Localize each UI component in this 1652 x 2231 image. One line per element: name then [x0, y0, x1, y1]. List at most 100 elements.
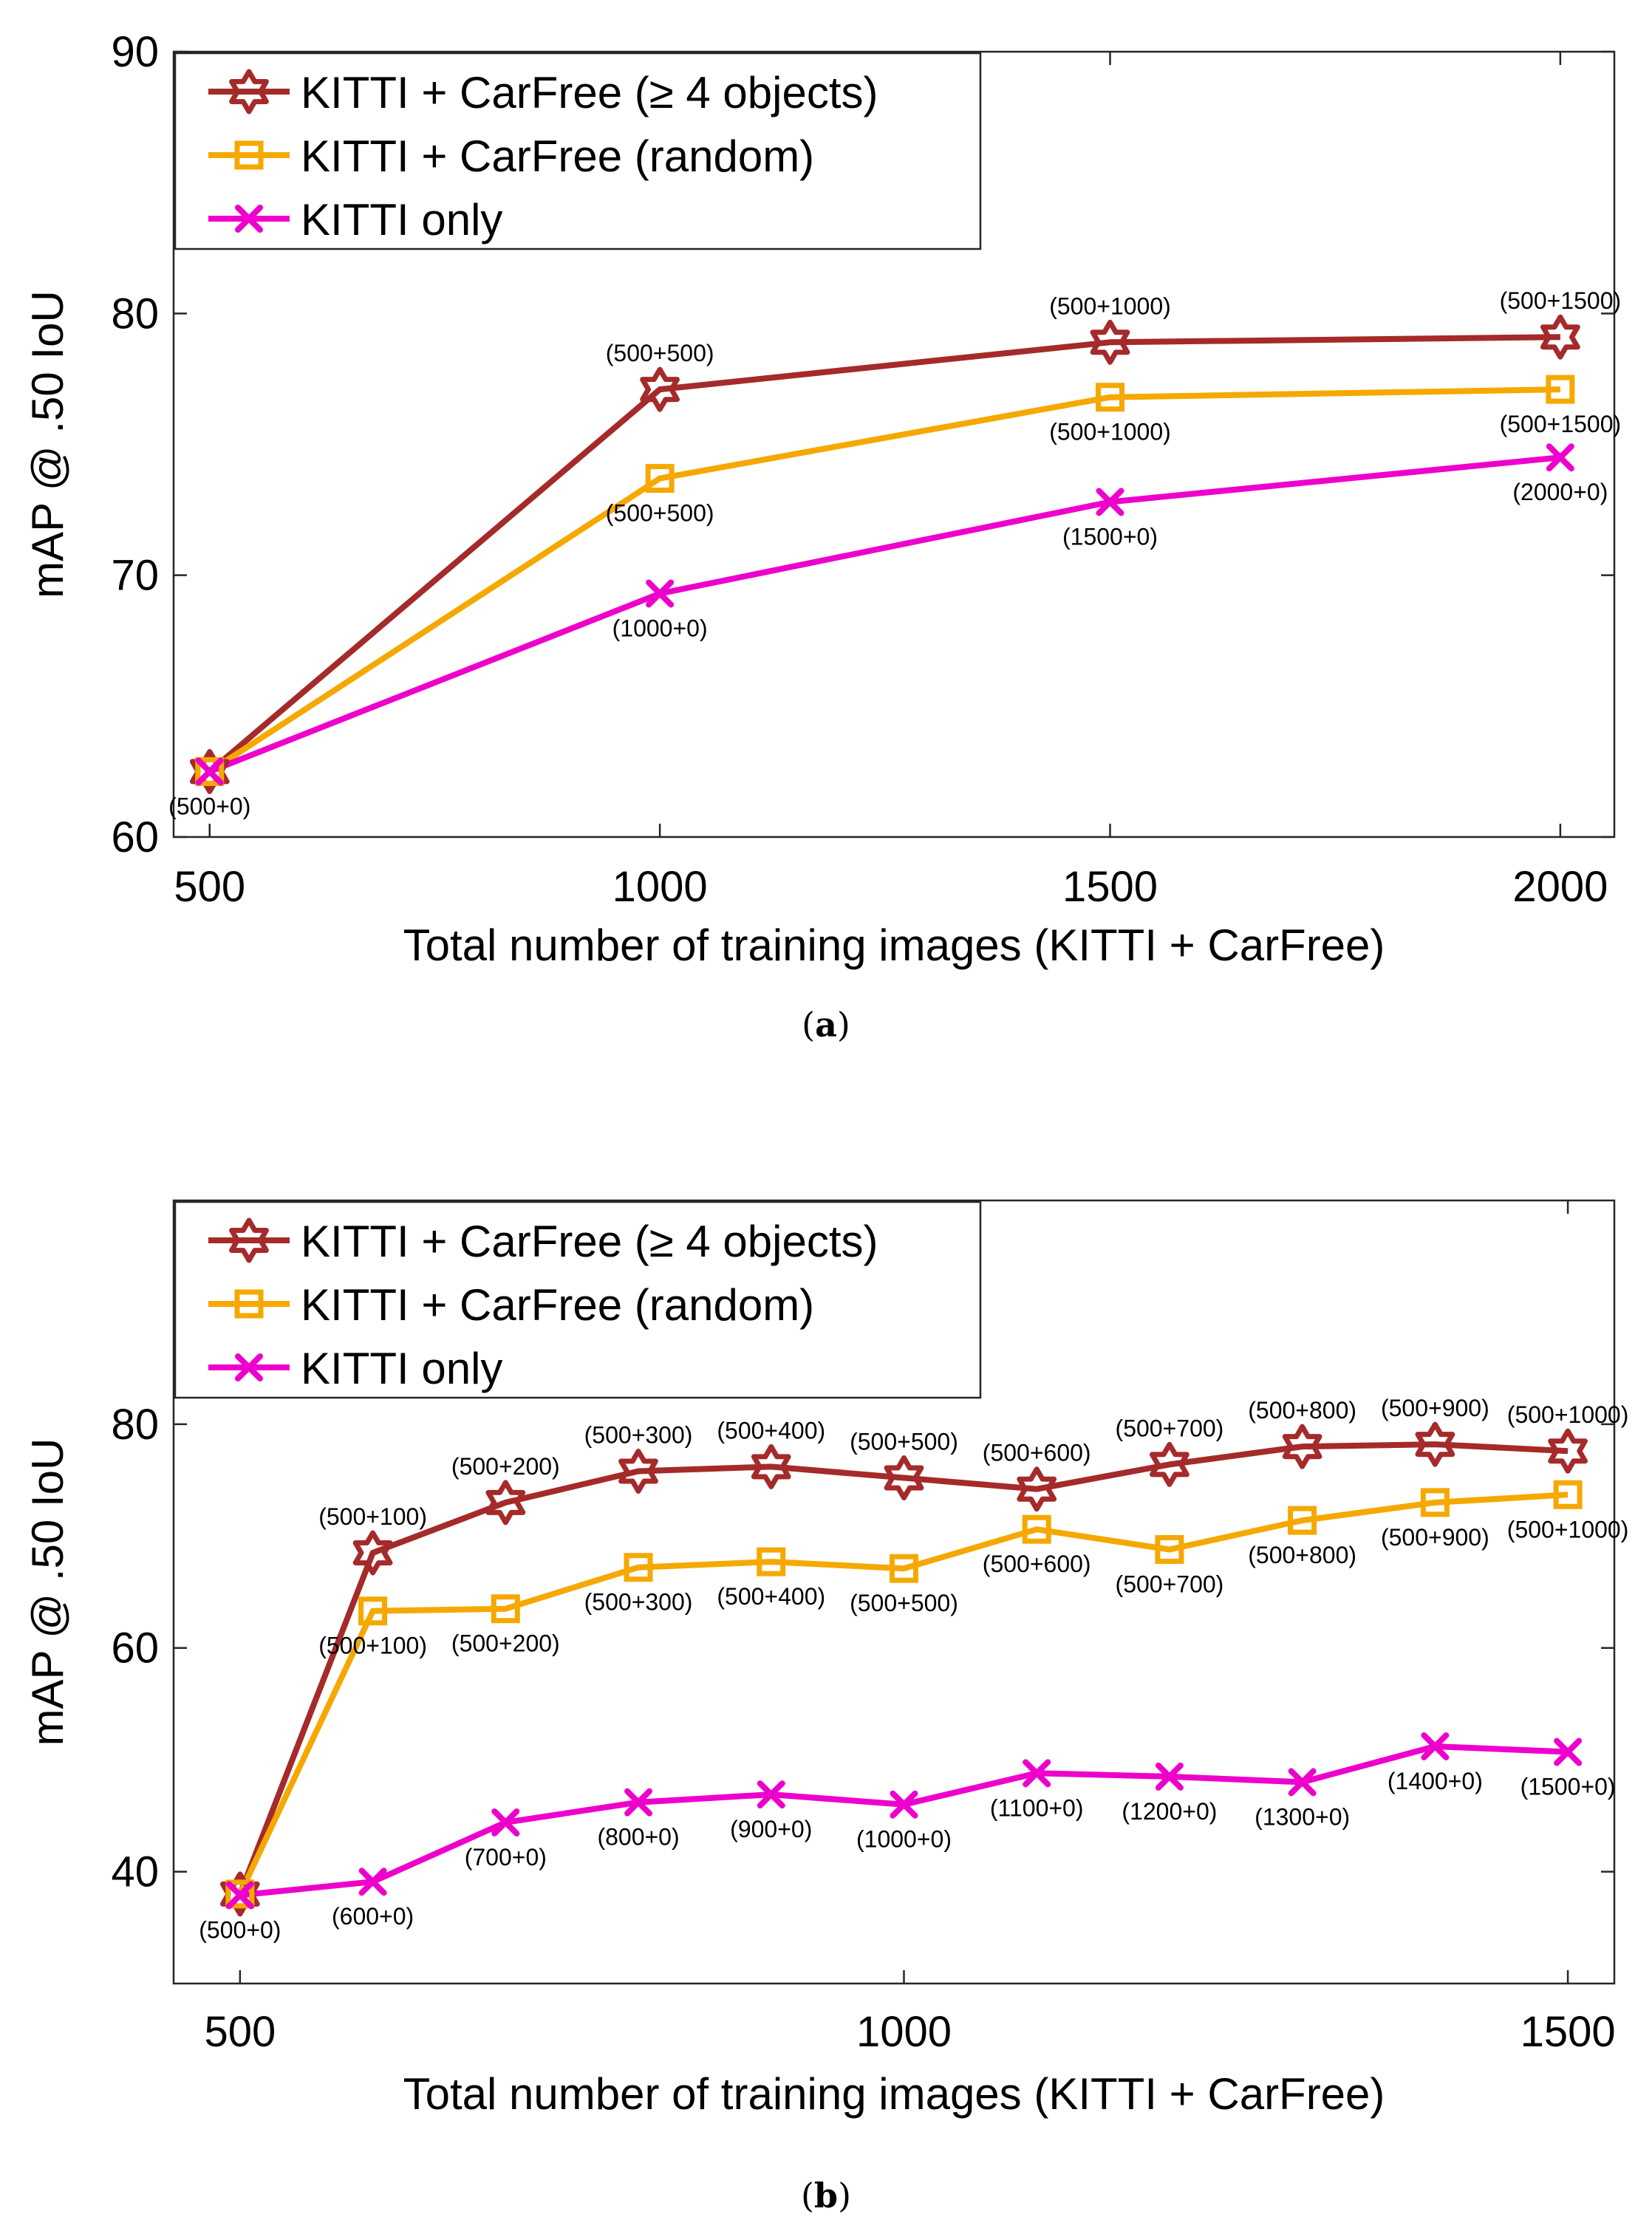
- data-label: (600+0): [332, 1903, 414, 1930]
- y-tick-label: 60: [111, 813, 159, 861]
- data-point-marker: [485, 1480, 526, 1526]
- data-label: (1500+0): [1062, 523, 1158, 550]
- data-label: (500+1000): [1507, 1516, 1629, 1542]
- data-label: (500+900): [1381, 1395, 1489, 1421]
- caption-a: (a): [802, 1005, 850, 1045]
- plot-frame: [172, 50, 1616, 838]
- data-label: (500+0): [199, 1916, 281, 1943]
- series-line-2: [239, 1743, 1569, 1899]
- data-label: (1000+0): [612, 615, 708, 641]
- legend-label: KITTI + CarFree (random): [301, 1280, 814, 1330]
- y-tick-label: 90: [111, 28, 159, 76]
- data-label: (1500+0): [1520, 1774, 1616, 1800]
- data-point-marker: [1096, 383, 1124, 412]
- series-line-1: [208, 386, 1560, 774]
- series-line-0: [237, 1441, 1569, 1896]
- data-point-marker: [1553, 1480, 1583, 1509]
- data-point-marker: [646, 579, 675, 608]
- data-point-marker: [1155, 1762, 1184, 1791]
- chart-b: 500 1000 1500 40 60 80 Total number of trainin…: [23, 1199, 1629, 2119]
- data-point-marker: [225, 1879, 255, 1909]
- data-point-marker: [220, 1871, 260, 1917]
- data-point-marker: [1282, 1424, 1322, 1469]
- data-label: (500+800): [1248, 1397, 1356, 1424]
- legend-swatch-marker: [234, 1289, 264, 1319]
- data-point-marker: [1150, 1441, 1189, 1487]
- data-point-marker: [645, 464, 675, 493]
- data-label: (500+100): [318, 1503, 427, 1530]
- legend-label: KITTI + CarFree (random): [301, 131, 814, 181]
- legend-label: KITTI only: [301, 195, 502, 245]
- data-label: (1400+0): [1388, 1768, 1483, 1794]
- data-point-marker: [640, 366, 680, 412]
- data-point-marker: [1421, 1732, 1450, 1760]
- data-label: (1200+0): [1122, 1798, 1217, 1825]
- legend-swatch-marker: [235, 205, 263, 233]
- data-point-marker: [225, 1881, 254, 1910]
- data-label: (500+1000): [1049, 419, 1171, 445]
- data-point-marker: [1540, 314, 1580, 360]
- y-tick-label: 70: [111, 552, 159, 600]
- data-point-marker: [189, 748, 230, 794]
- x-tick-label: 500: [204, 2008, 276, 2056]
- data-point-marker: [884, 1455, 924, 1500]
- series-line-1: [237, 1492, 1569, 1896]
- data-point-marker: [1096, 488, 1124, 516]
- data-point-marker: [1288, 1768, 1317, 1797]
- legend-label: KITTI + CarFree (≥ 4 objects): [301, 1217, 878, 1266]
- data-point-marker: [491, 1808, 520, 1837]
- data-label: (500+200): [451, 1453, 560, 1480]
- data-label: (500+1500): [1500, 411, 1622, 437]
- caption-b: (b): [800, 2176, 852, 2215]
- data-label: (900+0): [730, 1816, 812, 1842]
- data-point-marker: [1415, 1421, 1455, 1467]
- data-label: (500+100): [318, 1633, 427, 1659]
- data-point-marker: [352, 1530, 393, 1576]
- data-point-marker: [890, 1790, 918, 1819]
- data-label: (800+0): [597, 1824, 679, 1851]
- y-tick-label: 40: [111, 1848, 159, 1896]
- data-label: (500+500): [606, 500, 714, 527]
- data-label: (500+500): [606, 340, 714, 366]
- data-point-marker: [1554, 1738, 1583, 1766]
- chart-a: 500 1000 1500 2000 60 70 80 90 Total number of t…: [23, 28, 1621, 970]
- data-point-marker: [1546, 443, 1574, 472]
- data-label: (500+1500): [1500, 287, 1622, 314]
- x-tick-label: 2000: [1512, 863, 1608, 911]
- plot-frame: [172, 1199, 1616, 1985]
- legend-swatch-marker: [235, 1353, 263, 1381]
- data-label: (500+700): [1116, 1415, 1224, 1441]
- data-label: (1300+0): [1255, 1803, 1350, 1830]
- data-label: (1000+0): [856, 1826, 952, 1853]
- data-point-marker: [358, 1868, 387, 1896]
- legend: [174, 1200, 982, 1399]
- y-tick-label: 80: [111, 290, 159, 338]
- data-point-marker: [1022, 1514, 1051, 1544]
- y-tick-label: 80: [111, 1401, 159, 1449]
- data-point-marker: [889, 1554, 918, 1583]
- data-label: (500+600): [983, 1551, 1091, 1577]
- data-point-marker: [1546, 375, 1575, 404]
- x-axis-label: Total number of training images (KITTI +…: [403, 2069, 1385, 2119]
- legend-swatch-marker: [229, 69, 269, 115]
- data-point-marker: [195, 756, 225, 786]
- data-label: (500+500): [850, 1590, 958, 1616]
- legend-swatch-marker: [229, 1217, 269, 1263]
- data-point-marker: [491, 1594, 520, 1624]
- data-point-marker: [1023, 1759, 1051, 1788]
- data-label: (1100+0): [990, 1794, 1084, 1821]
- data-label: (500+0): [168, 793, 250, 819]
- data-label: (500+700): [1116, 1571, 1224, 1597]
- data-point-marker: [1420, 1488, 1450, 1517]
- data-point-marker: [358, 1596, 388, 1626]
- x-tick-label: 1000: [612, 863, 708, 911]
- data-point-marker: [1155, 1534, 1184, 1564]
- legend-label: KITTI + CarFree (≥ 4 objects): [301, 68, 878, 117]
- data-point-marker: [618, 1449, 658, 1494]
- data-point-marker: [1288, 1506, 1317, 1535]
- data-point-marker: [751, 1444, 791, 1489]
- data-label: (500+500): [850, 1429, 958, 1455]
- y-tick-label: 60: [111, 1624, 159, 1673]
- y-axis-label: mAP @ .50 IoU: [23, 1438, 72, 1746]
